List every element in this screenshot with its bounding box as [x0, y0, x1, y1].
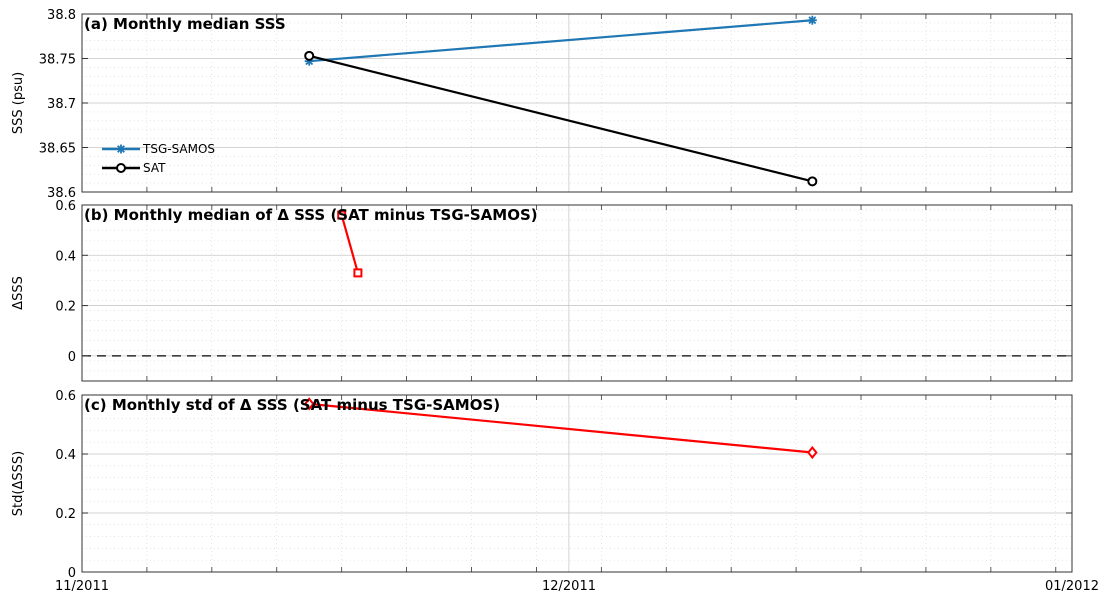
data-point-square [337, 210, 347, 220]
y-tick-label: 0.6 [55, 389, 76, 404]
legend-marker-tsg-samos [116, 144, 126, 154]
x-tick-label-nov-2011: 11/2011 [55, 579, 109, 594]
series-line-b-0 [340, 214, 359, 274]
panel-c-title: (c) Monthly std of Δ SSS (SAT minus TSG-… [84, 396, 500, 414]
panel-b-y-axis-label: ΔSSS [11, 276, 26, 310]
panel-c-x-ticks [81, 395, 1057, 572]
y-tick-label: 0.4 [55, 249, 76, 264]
legend-marker-sat [116, 163, 126, 173]
data-point-circle [304, 50, 315, 61]
panel-b-series [337, 210, 363, 278]
panel-c-grid [81, 394, 1072, 573]
y-tick-label: 0 [68, 350, 76, 365]
panel-a-x-ticks [81, 14, 1057, 192]
y-tick-label: 0.4 [55, 448, 76, 463]
panel-b-frame [81, 204, 1073, 382]
panel-c-series [303, 397, 818, 460]
panel-a-series [304, 15, 818, 187]
legend-label-tsg-samos: TSG-SAMOS [142, 142, 215, 156]
x-tick-label-jan-2012: 01/2012 [1045, 579, 1099, 594]
panel-a: 38.6 38.65 38.7 38.75 38.8 (a) Monthly media… [11, 8, 1073, 201]
y-tick-label: 38.65 [39, 142, 76, 157]
data-point-diamond [303, 397, 315, 411]
data-point-square [353, 268, 363, 278]
y-tick-label: 38.8 [47, 8, 76, 23]
data-point-diamond [807, 445, 818, 460]
panel-b: 0 0.2 0.4 0.6 (b) Monthly median of Δ SSS (… [11, 199, 1073, 382]
panel-a-y-axis-label: SSS (psu) [11, 72, 26, 134]
panel-b-grid [81, 204, 1072, 382]
data-point-asterisk [807, 15, 817, 25]
y-tick-label: 38.7 [47, 97, 76, 112]
y-tick-label: 38.6 [47, 186, 76, 201]
x-tick-label-dec-2011: 12/2011 [542, 579, 596, 594]
panel-a-title: (a) Monthly median SSS [84, 15, 286, 33]
panel-b-y-ticks: 0 0.2 0.4 0.6 [55, 199, 1072, 365]
panel-c-frame [81, 394, 1073, 573]
series-line-a-0 [309, 19, 813, 63]
legend: TSG-SAMOS SAT [102, 142, 215, 175]
y-tick-label: 0.6 [55, 199, 76, 214]
y-tick-label: 0.2 [55, 300, 76, 315]
series-line-c-0 [309, 402, 813, 454]
y-tick-label: 38.75 [39, 53, 76, 68]
series-line-a-1 [308, 54, 813, 183]
panel-c-y-axis-label: Std(ΔSSS) [11, 451, 26, 516]
y-tick-label: 0 [68, 566, 76, 581]
x-axis-tick-labels: 11/2011 12/2011 01/2012 [55, 579, 1099, 594]
data-point-circle [807, 176, 818, 187]
panel-a-grid [81, 13, 1072, 193]
panel-c-y-ticks: 0 0.2 0.4 0.6 [55, 389, 1072, 581]
panel-a-y-ticks: 38.6 38.65 38.7 38.75 38.8 [39, 8, 1072, 201]
y-tick-label: 0.2 [55, 507, 76, 522]
panel-c: 0 0.2 0.4 0.6 (c) Monthly std of Δ SSS (SAT… [11, 389, 1073, 581]
panel-b-title: (b) Monthly median of Δ SSS (SAT minus T… [84, 206, 538, 224]
legend-label-sat: SAT [143, 161, 166, 175]
panel-b-x-ticks [81, 205, 1057, 381]
